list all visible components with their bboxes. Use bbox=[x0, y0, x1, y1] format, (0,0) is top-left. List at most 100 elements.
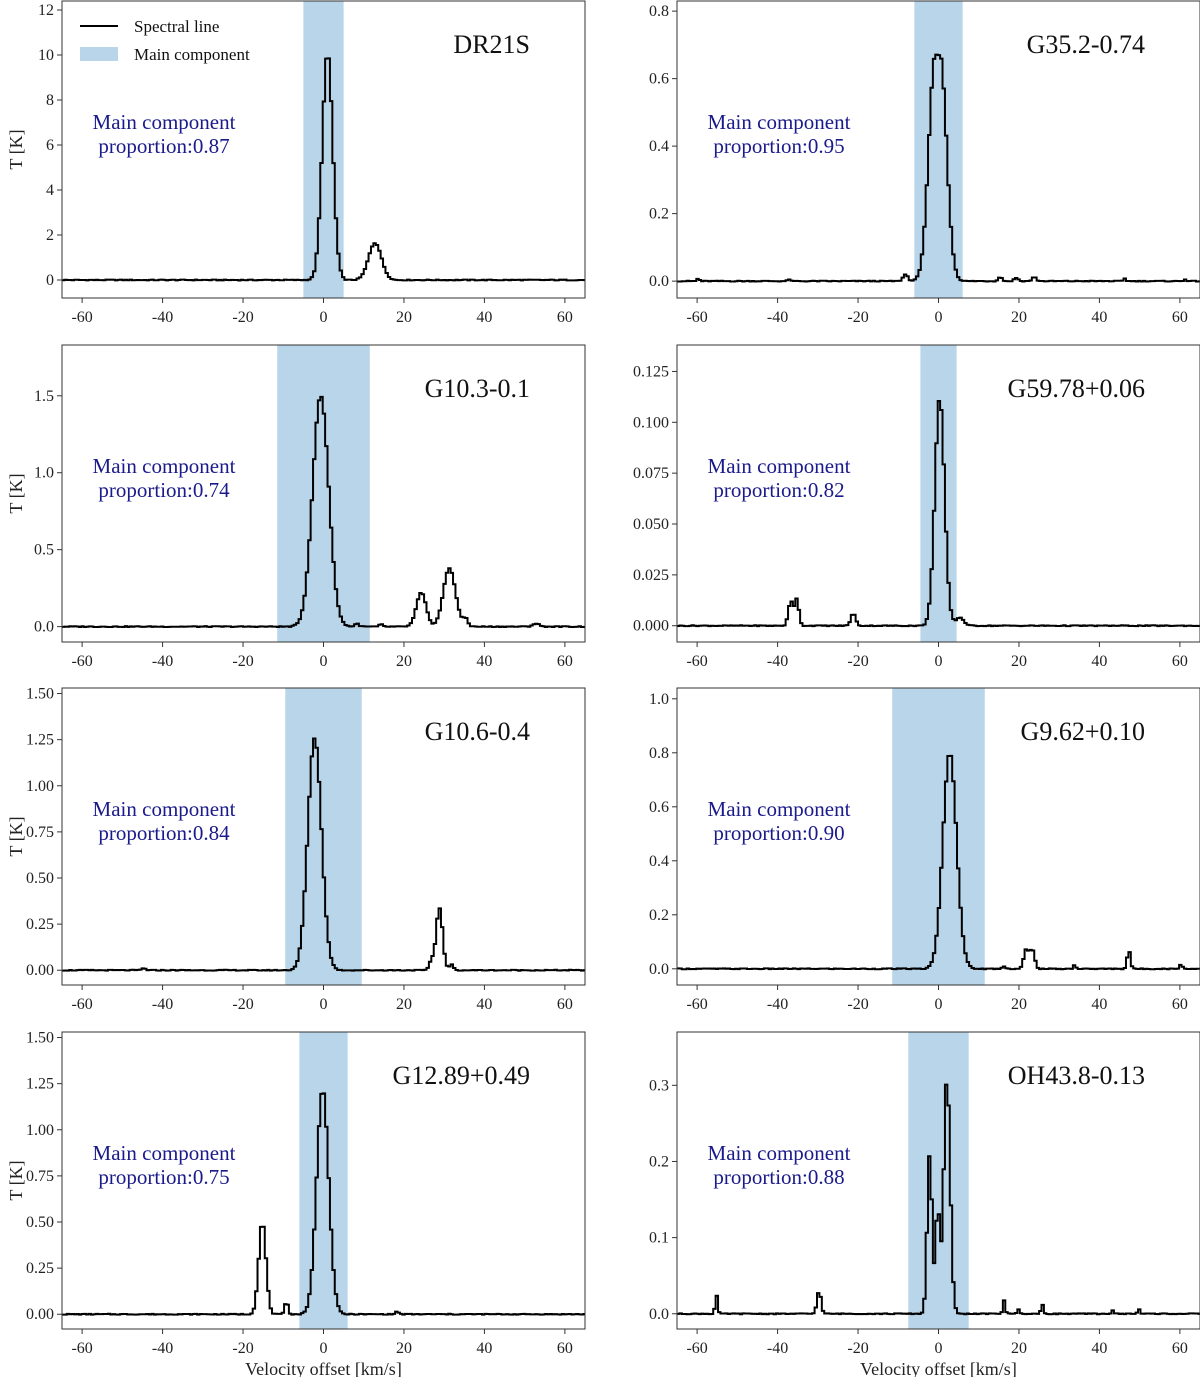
spectral-line bbox=[62, 57, 585, 282]
x-tick-label: 60 bbox=[557, 309, 573, 326]
x-tick-label: 20 bbox=[396, 309, 412, 326]
x-tick-label: 0 bbox=[935, 653, 943, 670]
x-tick-label: -20 bbox=[232, 653, 253, 670]
x-tick-label: -40 bbox=[152, 1340, 173, 1357]
proportion-value: proportion:0.84 bbox=[98, 821, 230, 845]
y-tick-label: 1.0 bbox=[34, 465, 54, 482]
spectrum-panel-5: -60 -40 -20 0 20 40 60 0.00 0.25 0.50 0.75 1.00 1.25… bbox=[6, 686, 586, 1013]
x-tick-label: 40 bbox=[1091, 1340, 1107, 1357]
x-tick-label: 0 bbox=[320, 996, 328, 1013]
y-tick-label: 0.75 bbox=[26, 1168, 54, 1185]
x-tick-label: -60 bbox=[686, 653, 707, 670]
y-tick-label: 0.50 bbox=[26, 1214, 54, 1231]
y-tick-label: 2 bbox=[46, 227, 54, 244]
y-tick-label: 0.0 bbox=[34, 619, 54, 636]
x-tick-label: -60 bbox=[71, 309, 92, 326]
x-tick-label: -60 bbox=[71, 653, 92, 670]
x-tick-label: 40 bbox=[476, 309, 492, 326]
x-tick-label: -60 bbox=[71, 1340, 92, 1357]
source-name: OH43.8-0.13 bbox=[1008, 1061, 1145, 1090]
main-component-label: Main component bbox=[708, 797, 851, 821]
x-axis-title: Velocity offset [km/s] bbox=[245, 1359, 402, 1377]
x-tick-label: 0 bbox=[935, 996, 943, 1013]
x-tick-label: -40 bbox=[767, 996, 788, 1013]
legend-line-label: Spectral line bbox=[134, 17, 219, 36]
y-tick-label: 0.5 bbox=[34, 542, 54, 559]
main-component-label: Main component bbox=[93, 797, 236, 821]
main-component-band bbox=[920, 345, 957, 642]
x-tick-label: -20 bbox=[847, 309, 868, 326]
y-tick-label: 0.1 bbox=[649, 1230, 669, 1247]
x-tick-label: -40 bbox=[767, 653, 788, 670]
y-tick-label: 12 bbox=[38, 2, 54, 19]
x-tick-label: 20 bbox=[396, 996, 412, 1013]
y-tick-label: 1.25 bbox=[26, 732, 54, 749]
y-tick-label: 1.50 bbox=[26, 1030, 54, 1047]
spectrum-panel-4: -60 -40 -20 0 20 40 60 0.000 0.025 0.050 0.075 0.10… bbox=[633, 344, 1200, 670]
y-tick-label: 1.50 bbox=[26, 686, 54, 703]
legend: Spectral line Main component bbox=[80, 17, 250, 64]
y-tick-label: 10 bbox=[38, 47, 54, 64]
main-component-band bbox=[299, 1032, 348, 1329]
y-tick-label: 1.0 bbox=[649, 691, 669, 708]
y-axis-title: T [K] bbox=[6, 1160, 26, 1200]
spectrum-panel-6: -60 -40 -20 0 20 40 60 0.0 0.2 0.4 0.6 0.8 1.0 G9.62+… bbox=[649, 687, 1200, 1013]
legend-band-label: Main component bbox=[134, 45, 250, 64]
x-axis-title: Velocity offset [km/s] bbox=[860, 1359, 1017, 1377]
spectral-line bbox=[62, 1092, 585, 1316]
source-name: G9.62+0.10 bbox=[1021, 717, 1145, 746]
x-tick-label: 0 bbox=[935, 1340, 943, 1357]
x-tick-label: 60 bbox=[1172, 309, 1188, 326]
proportion-value: proportion:0.95 bbox=[713, 134, 844, 158]
y-tick-label: 1.25 bbox=[26, 1076, 54, 1093]
x-tick-label: -60 bbox=[686, 1340, 707, 1357]
y-tick-label: 0.6 bbox=[649, 71, 669, 88]
y-tick-label: 1.00 bbox=[26, 778, 54, 795]
source-name: G12.89+0.49 bbox=[393, 1061, 530, 1090]
y-tick-label: 0.00 bbox=[26, 1306, 54, 1323]
y-axis-title: T [K] bbox=[6, 816, 26, 856]
y-tick-label: 0.050 bbox=[633, 516, 669, 533]
main-component-band bbox=[908, 1032, 969, 1329]
x-tick-label: 40 bbox=[476, 653, 492, 670]
source-name: G59.78+0.06 bbox=[1008, 374, 1145, 403]
x-tick-label: -60 bbox=[71, 996, 92, 1013]
y-tick-label: 0.2 bbox=[649, 1153, 669, 1170]
spectral-line bbox=[677, 754, 1200, 971]
main-component-label: Main component bbox=[93, 110, 236, 134]
y-axis-title: T [K] bbox=[6, 129, 26, 169]
y-tick-label: 0.50 bbox=[26, 870, 54, 887]
y-tick-label: 0.075 bbox=[633, 465, 669, 482]
x-tick-label: -20 bbox=[232, 309, 253, 326]
spectrum-panel-1: -60 -40 -20 0 20 40 60 0 2 4 6 8 10 12 T [K] DR21S Main … bbox=[6, 0, 586, 326]
x-tick-label: -40 bbox=[152, 309, 173, 326]
x-tick-label: -20 bbox=[232, 1340, 253, 1357]
y-tick-label: 0.4 bbox=[649, 853, 669, 870]
y-tick-label: 0.000 bbox=[633, 618, 669, 635]
spectral-line bbox=[677, 399, 1200, 628]
y-tick-label: 0.75 bbox=[26, 824, 54, 841]
proportion-value: proportion:0.82 bbox=[713, 478, 844, 502]
main-component-label: Main component bbox=[708, 454, 851, 478]
y-tick-label: 4 bbox=[46, 182, 54, 199]
main-component-label: Main component bbox=[708, 110, 851, 134]
x-tick-label: 60 bbox=[557, 996, 573, 1013]
x-tick-label: 60 bbox=[557, 653, 573, 670]
y-tick-label: 0.25 bbox=[26, 916, 54, 933]
x-tick-label: -20 bbox=[847, 653, 868, 670]
x-tick-label: 40 bbox=[476, 1340, 492, 1357]
spectral-line bbox=[677, 53, 1200, 283]
spectrum-panel-3: -60 -40 -20 0 20 40 60 0.0 0.5 1.0 1.5 T [K] G10.3-0… bbox=[6, 344, 586, 670]
x-tick-label: -40 bbox=[152, 653, 173, 670]
x-tick-label: 60 bbox=[557, 1340, 573, 1357]
x-tick-label: 20 bbox=[1011, 309, 1027, 326]
x-tick-label: 60 bbox=[1172, 996, 1188, 1013]
y-tick-label: 0.25 bbox=[26, 1260, 54, 1277]
main-component-band bbox=[892, 688, 985, 985]
spectrum-panel-8: -60 -40 -20 0 20 40 60 0.0 0.1 0.2 0.3 Velocity off… bbox=[649, 1031, 1200, 1377]
y-tick-label: 0.0 bbox=[649, 273, 669, 290]
proportion-value: proportion:0.90 bbox=[713, 821, 844, 845]
y-tick-label: 0.4 bbox=[649, 138, 669, 155]
y-tick-label: 8 bbox=[46, 92, 54, 109]
y-tick-label: 6 bbox=[46, 137, 54, 154]
